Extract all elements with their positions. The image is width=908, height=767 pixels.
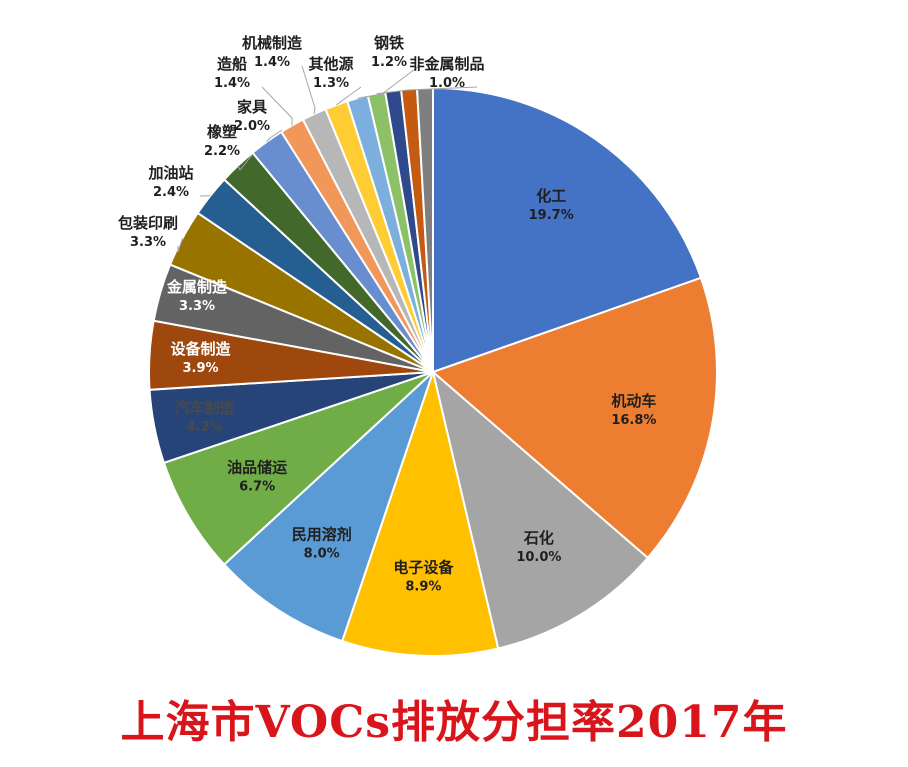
slice-label-8: 金属制造	[166, 278, 227, 296]
slice-value-15: 1.3%	[313, 76, 349, 91]
slice-label-5: 油品储运	[227, 458, 287, 476]
slice-value-3: 8.9%	[405, 579, 441, 594]
slice-value-1: 16.8%	[611, 413, 656, 428]
slice-value-4: 8.0%	[304, 547, 340, 562]
slice-label-16: 钢铁	[374, 34, 404, 52]
leader-line-11	[237, 154, 253, 171]
slice-label-3: 电子设备	[393, 558, 454, 576]
slice-value-0: 19.7%	[529, 208, 574, 223]
slice-value-9: 3.3%	[130, 235, 166, 250]
slice-value-7: 3.9%	[182, 361, 218, 376]
slice-value-13: 1.4%	[214, 76, 250, 91]
pie-slice-1	[431, 276, 719, 560]
slice-label-6: 汽车制造	[174, 399, 234, 417]
slice-value-14: 1.4%	[254, 55, 290, 70]
slice-label-11: 橡塑	[207, 123, 237, 141]
pie-chart-area: 化工 19.7% 机动车 16.8% 石化 10.0% 电子设备 8.9% 民用溶剂 8.0% 油品…	[118, 34, 719, 657]
slice-label-12: 家具	[237, 98, 267, 116]
pie-chart: 化工 19.7% 机动车 16.8% 石化 10.0% 电子设备 8.9% 民用溶剂 8.0% 油品…	[118, 34, 719, 657]
pie-slice-20	[415, 86, 434, 373]
slice-label-7: 设备制造	[170, 340, 230, 358]
pie-slice-2	[431, 369, 650, 650]
chart-title: 上海市VOCs排放分担率2017年	[120, 697, 788, 748]
slice-value-5: 6.7%	[239, 479, 275, 494]
leader-line-9	[177, 237, 184, 253]
slice-label-9: 包装印刷	[118, 214, 178, 232]
leader-line-16	[357, 65, 420, 99]
slice-label-2: 石化	[523, 529, 554, 547]
leader-line-15	[336, 86, 362, 106]
slice-label-14: 机械制造	[242, 34, 302, 52]
slice-value-17: 1.0%	[429, 76, 465, 91]
slice-value-2: 10.0%	[516, 550, 561, 565]
pie-slice-4	[222, 371, 434, 643]
leader-line-13	[261, 86, 293, 126]
pie-slice-3	[340, 368, 500, 657]
slice-value-10: 2.4%	[153, 185, 189, 200]
slice-label-17: 非金属制品	[409, 55, 484, 73]
slice-value-6: 4.2%	[186, 420, 222, 435]
slice-label-10: 加油站	[147, 164, 193, 182]
slice-label-13: 造船	[217, 55, 247, 73]
slice-value-12: 2.0%	[234, 119, 270, 134]
slice-value-11: 2.2%	[204, 144, 240, 159]
pie-slice-5	[162, 371, 434, 566]
slice-label-0: 化工	[536, 187, 566, 205]
leader-line-14	[301, 65, 316, 115]
slice-label-15: 其他源	[308, 55, 353, 73]
slice-label-4: 民用溶剂	[292, 526, 352, 544]
slice-value-16: 1.2%	[371, 55, 407, 70]
leader-line-12	[266, 129, 283, 143]
slice-value-8: 3.3%	[179, 299, 215, 314]
slice-label-1: 机动车	[611, 392, 656, 410]
leader-line-17	[376, 86, 478, 95]
